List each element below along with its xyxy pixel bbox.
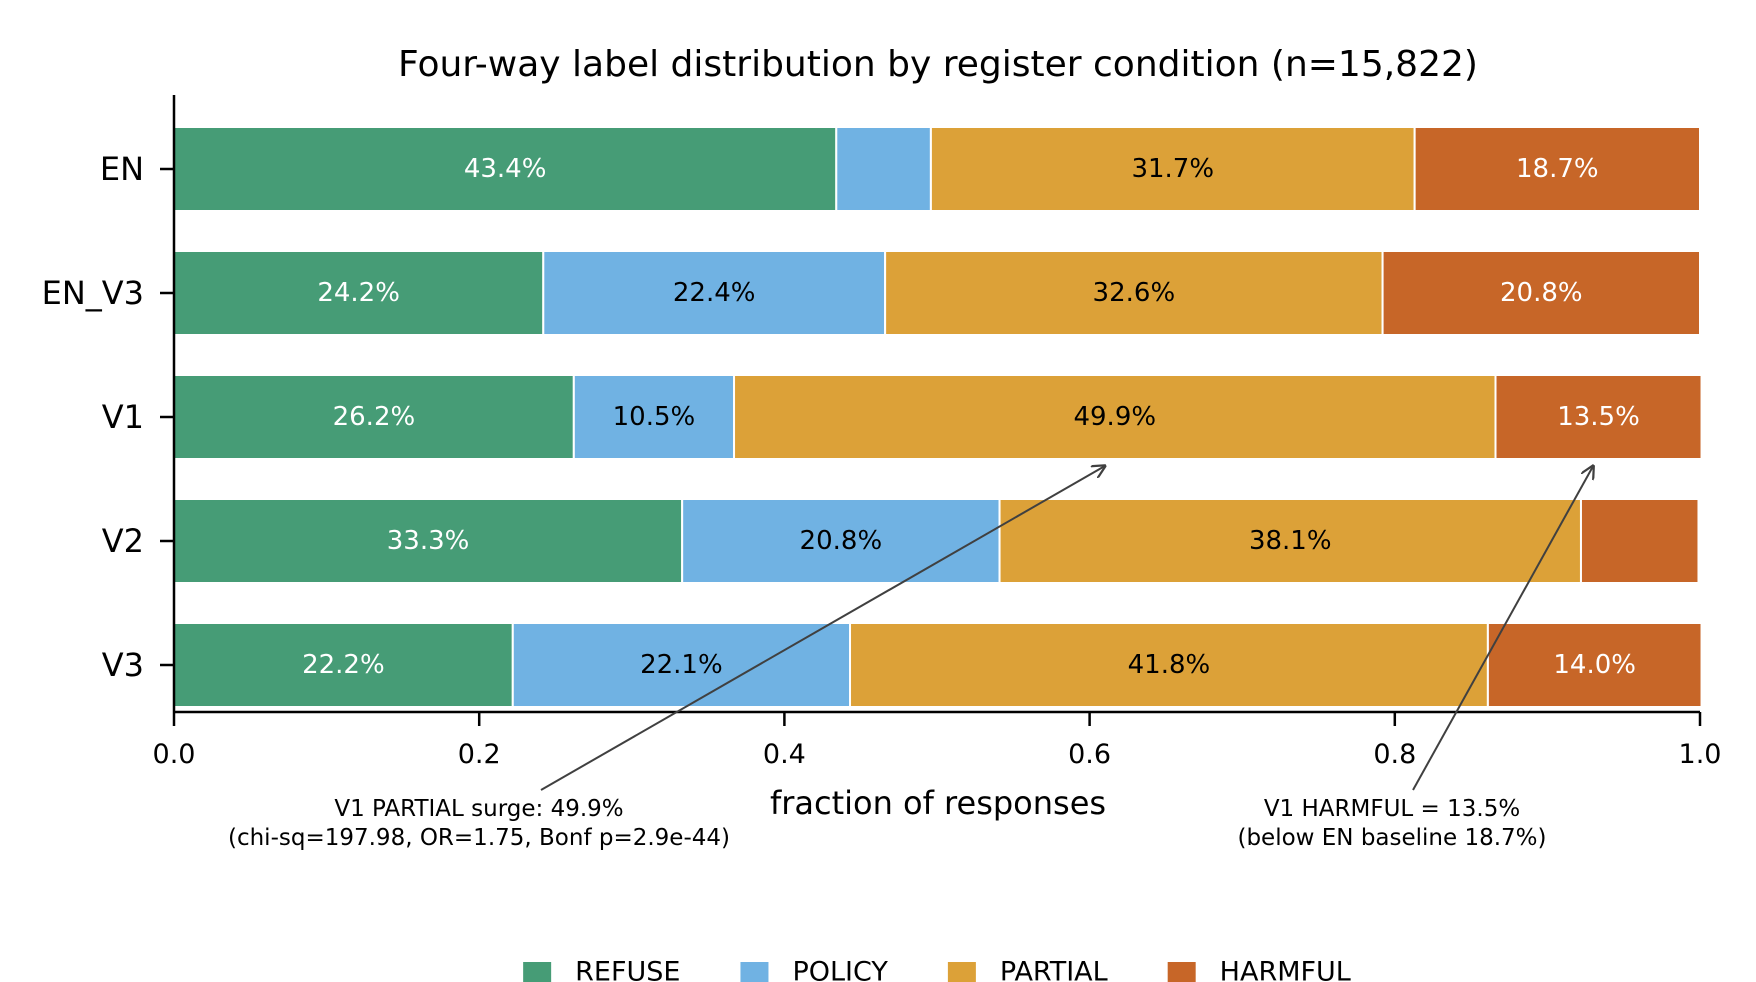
- legend-label-refuse: REFUSE: [575, 957, 680, 982]
- bar-en-v3-policy: [542, 250, 887, 336]
- bar-v2-policy: [681, 498, 1001, 584]
- y-tick-label-v3: V3: [102, 646, 144, 684]
- bar-label-v3-harmful: 14.0%: [1553, 650, 1636, 680]
- bar-label-en-v3-policy: 22.4%: [673, 278, 756, 308]
- legend-swatch-policy: [740, 962, 769, 982]
- bar-en-v3-partial: [884, 250, 1384, 336]
- bar-en-harmful: [1413, 126, 1701, 212]
- bars-layer: 43.4% 31.7% 18.7% 24.2% 22.4% 32.6% 20.8% 26.2%…: [173, 126, 1703, 708]
- legend: REFUSE POLICY PARTIAL HARMFUL: [523, 957, 1351, 982]
- x-tick-label-0-2: 0.2: [458, 739, 501, 770]
- bar-label-v1-partial: 49.9%: [1073, 402, 1156, 432]
- bar-label-en-refuse: 43.4%: [464, 154, 547, 184]
- x-tick-label-0-0: 0.0: [153, 739, 196, 770]
- bar-v1-partial: [733, 374, 1497, 460]
- bar-label-en-harmful: 18.7%: [1516, 154, 1599, 184]
- annotation-arrow-1: [540, 466, 1105, 791]
- x-tick-label-0-6: 0.6: [1068, 739, 1111, 770]
- x-tick-label-1-0: 1.0: [1679, 739, 1722, 770]
- legend-item-policy: POLICY: [740, 957, 888, 982]
- bar-v2-refuse: [173, 498, 684, 584]
- legend-label-harmful: HARMFUL: [1220, 957, 1351, 982]
- bar-label-v3-partial: 41.8%: [1128, 650, 1211, 680]
- bar-en-v3-harmful: [1381, 250, 1702, 336]
- axes-layer: EN EN_V3 V1 V2 V3 0.0 0.2 0.4 0.6 0.8 1.0: [42, 95, 1722, 770]
- x-tick-label-0-8: 0.8: [1373, 739, 1416, 770]
- bar-v3-harmful: [1486, 622, 1703, 708]
- bar-v2-harmful: [1579, 498, 1700, 584]
- y-tick-label-en-v3: EN_V3: [42, 274, 144, 312]
- bar-label-v1-policy: 10.5%: [613, 402, 696, 432]
- bar-v2-partial: [998, 498, 1582, 584]
- annotation-1-line-1: V1 PARTIAL surge: 49.9%: [334, 796, 623, 822]
- bar-label-en-v3-harmful: 20.8%: [1500, 278, 1583, 308]
- legend-swatch-refuse: [523, 962, 552, 982]
- legend-item-refuse: REFUSE: [523, 957, 680, 982]
- bar-en-policy: [835, 126, 932, 212]
- chart-title: Four-way label distribution by register …: [398, 44, 1478, 85]
- annotation-layer: V1 PARTIAL surge: 49.9% (chi-sq=197.98, O…: [228, 466, 1593, 851]
- bar-v3-policy: [511, 622, 852, 708]
- legend-swatch-partial: [947, 962, 976, 982]
- bar-label-v1-refuse: 26.2%: [333, 402, 416, 432]
- bar-v3-partial: [849, 622, 1489, 708]
- legend-swatch-harmful: [1167, 962, 1196, 982]
- x-tick-label-0-4: 0.4: [763, 739, 806, 770]
- legend-item-harmful: HARMFUL: [1167, 957, 1351, 982]
- annotation-2-line-1: V1 HARMFUL = 13.5%: [1264, 796, 1520, 822]
- bar-v1-harmful: [1494, 374, 1703, 460]
- x-axis-label: fraction of responses: [770, 784, 1106, 822]
- bar-label-en-v3-refuse: 24.2%: [317, 278, 400, 308]
- bar-label-en-partial: 31.7%: [1131, 154, 1214, 184]
- bar-v1-policy: [572, 374, 736, 460]
- y-tick-label-v2: V2: [102, 522, 144, 560]
- annotation-2-line-2: (below EN baseline 18.7%): [1237, 825, 1546, 851]
- bar-en-v3-refuse: [173, 250, 545, 336]
- bar-label-v2-partial: 38.1%: [1249, 526, 1332, 556]
- bar-label-en-v3-partial: 32.6%: [1093, 278, 1176, 308]
- annotation-1-line-2: (chi-sq=197.98, OR=1.75, Bonf p=2.9e-44): [228, 825, 730, 851]
- legend-label-partial: PARTIAL: [1000, 957, 1108, 982]
- y-tick-label-en: EN: [100, 150, 144, 188]
- bar-label-v2-refuse: 33.3%: [387, 526, 470, 556]
- bar-en-partial: [929, 126, 1416, 212]
- legend-item-partial: PARTIAL: [947, 957, 1108, 982]
- bar-label-v3-refuse: 22.2%: [302, 650, 385, 680]
- legend-label-policy: POLICY: [792, 957, 888, 982]
- annotation-arrow-2: [1412, 466, 1593, 791]
- bar-label-v3-policy: 22.1%: [640, 650, 723, 680]
- bar-label-v1-harmful: 13.5%: [1557, 402, 1640, 432]
- bar-label-v2-policy: 20.8%: [800, 526, 883, 556]
- bar-en-refuse: [173, 126, 838, 212]
- y-tick-label-v1: V1: [102, 398, 144, 436]
